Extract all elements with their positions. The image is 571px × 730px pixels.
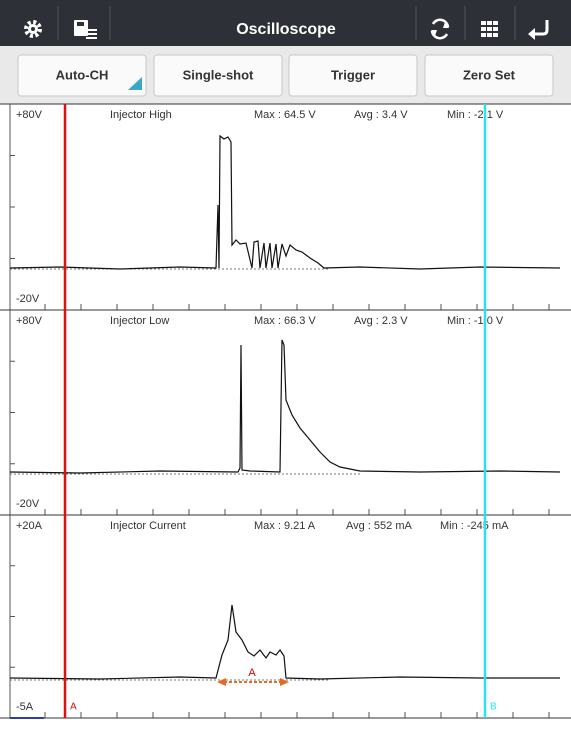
button-bg[interactable] bbox=[17, 54, 147, 97]
range-top: +80V bbox=[16, 315, 43, 327]
range-bottom: -20V bbox=[16, 293, 40, 305]
max-value: Max : 66.3 V bbox=[254, 315, 316, 327]
button-label[interactable]: Trigger bbox=[331, 67, 375, 82]
min-value: Min : -1.0 V bbox=[447, 315, 504, 327]
channel-name: Injector Low bbox=[110, 315, 169, 327]
cursor-a-label: A bbox=[70, 702, 77, 713]
range-top: +80V bbox=[16, 109, 43, 121]
min-value: Min : -2.1 V bbox=[447, 109, 504, 121]
button-bg[interactable] bbox=[153, 54, 283, 97]
max-value: Max : 64.5 V bbox=[254, 109, 316, 121]
measurement-arrow bbox=[217, 678, 289, 686]
grid-icon[interactable] bbox=[481, 21, 498, 37]
button-bg[interactable] bbox=[288, 54, 418, 97]
cursor-b-label: B bbox=[490, 702, 497, 713]
refresh-icon[interactable] bbox=[430, 18, 450, 40]
waveform-low bbox=[9, 339, 561, 474]
screen-title: Oscilloscope bbox=[236, 21, 336, 38]
channel-name: Injector High bbox=[110, 109, 172, 121]
range-bottom: -20V bbox=[16, 498, 40, 510]
back-icon[interactable] bbox=[528, 20, 549, 40]
button[interactable]: Single-shot bbox=[153, 54, 283, 97]
button-label[interactable]: Auto-CH bbox=[56, 67, 109, 82]
measurement-label: A bbox=[248, 667, 256, 679]
range-top: +20A bbox=[16, 520, 43, 532]
dropdown-indicator bbox=[128, 77, 142, 90]
button[interactable]: Trigger bbox=[288, 54, 418, 97]
save-icon[interactable] bbox=[74, 20, 97, 39]
avg-value: Avg : 552 mA bbox=[346, 520, 412, 532]
waveform-current bbox=[9, 604, 560, 680]
avg-value: Avg : 3.4 V bbox=[354, 109, 408, 121]
button[interactable]: Auto-CH bbox=[17, 54, 147, 97]
waveform-high bbox=[9, 134, 561, 270]
button-label[interactable]: Single-shot bbox=[183, 67, 254, 82]
range-bottom: -5A bbox=[16, 701, 34, 713]
button-bg[interactable] bbox=[424, 54, 554, 97]
settings-icon[interactable] bbox=[24, 20, 42, 38]
max-value: Max : 9.21 A bbox=[254, 520, 316, 532]
avg-value: Avg : 2.3 V bbox=[354, 315, 408, 327]
button-label[interactable]: Zero Set bbox=[463, 67, 516, 82]
min-value: Min : -245 mA bbox=[440, 520, 509, 532]
channel-name: Injector Current bbox=[110, 520, 186, 532]
button[interactable]: Zero Set bbox=[424, 54, 554, 97]
